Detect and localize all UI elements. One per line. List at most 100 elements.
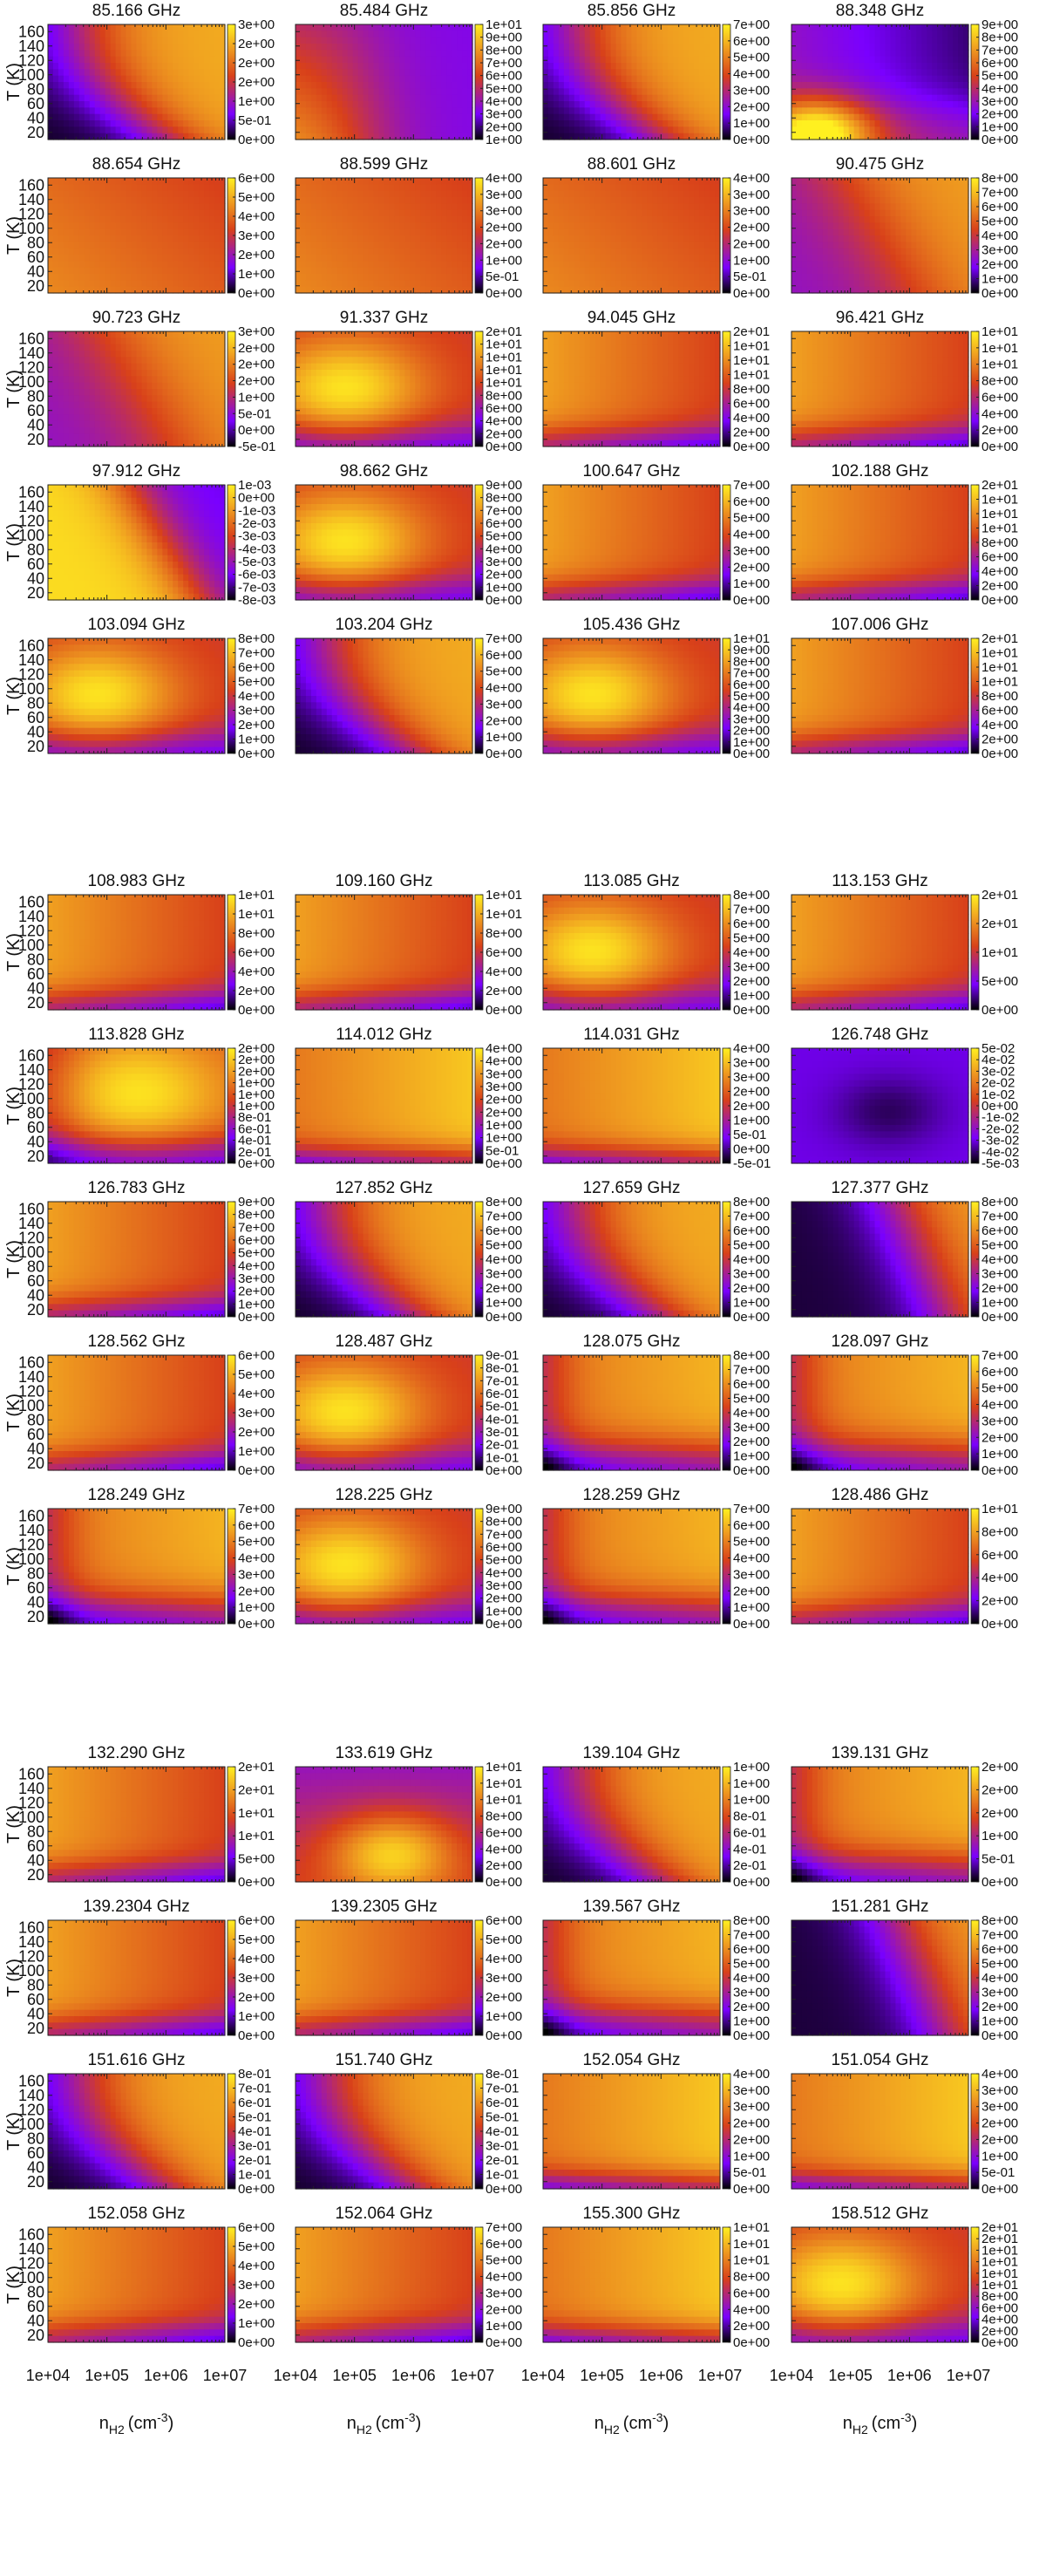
heatmap-cell [74, 69, 80, 76]
heatmap-cell [199, 50, 205, 57]
heatmap-cell [374, 107, 380, 114]
heatmap-cell [358, 76, 364, 83]
heatmap-cell [316, 133, 323, 140]
heatmap-cell [306, 76, 312, 83]
heatmap-cell [90, 114, 96, 121]
heatmap-cell [162, 126, 168, 133]
heatmap-cell [389, 37, 395, 44]
heatmap-cell [121, 126, 127, 133]
heatmap-cell [58, 69, 65, 76]
heatmap-cell [74, 101, 80, 108]
heatmap-cell [204, 95, 210, 102]
heatmap-cell [116, 31, 122, 37]
heatmap-cell [194, 126, 200, 133]
heatmap-cell [209, 107, 215, 114]
heatmap-cell [306, 24, 312, 31]
heatmap-cell [363, 37, 370, 44]
heatmap-cell [90, 63, 96, 70]
heatmap-cell [301, 44, 307, 51]
heatmap-cell [204, 120, 210, 127]
heatmap-cell [194, 69, 200, 76]
heatmap-cell [301, 101, 307, 108]
heatmap-cell [121, 82, 127, 89]
heatmap-cell [204, 82, 210, 89]
heatmap-cell [116, 24, 122, 31]
heatmap-cell [363, 31, 370, 37]
heatmap-cell [167, 107, 173, 114]
heatmap-cell [358, 101, 364, 108]
heatmap-cell [178, 37, 184, 44]
heatmap-cell [69, 133, 75, 140]
heatmap-cell [374, 76, 380, 83]
heatmap-cell [157, 69, 163, 76]
heatmap-cell [214, 37, 221, 44]
heatmap-cell [363, 120, 370, 127]
heatmap-cell [337, 37, 343, 44]
heatmap-cell [74, 31, 80, 37]
heatmap-cell [167, 95, 173, 102]
heatmap-cell [173, 37, 179, 44]
heatmap-cell [53, 126, 59, 133]
heatmap-cell [111, 82, 117, 89]
heatmap-cell [111, 63, 117, 70]
heatmap-cell [95, 114, 101, 121]
heatmap-cell [178, 50, 184, 57]
heatmap-cell [100, 120, 106, 127]
heatmap-cell [64, 44, 70, 51]
colorbar-label: 0e+00 [238, 133, 275, 147]
heatmap-cell [146, 63, 153, 70]
heatmap-cell [58, 107, 65, 114]
heatmap-cell [353, 133, 359, 140]
heatmap-cell [152, 114, 158, 121]
heatmap-cell [295, 24, 302, 31]
heatmap-cell [146, 82, 153, 89]
heatmap-cell [116, 101, 122, 108]
heatmap-cell [337, 107, 343, 114]
heatmap-cell [48, 101, 54, 108]
heatmap-cell [194, 50, 200, 57]
heatmap-cell [194, 37, 200, 44]
heatmap-cell [214, 31, 221, 37]
heatmap-cell [157, 107, 163, 114]
heatmap-cell [348, 69, 354, 76]
heatmap-cell [111, 133, 117, 140]
heatmap-cell [332, 44, 338, 51]
heatmap-cell [363, 63, 370, 70]
heatmap-cell [374, 50, 380, 57]
heatmap-cell [173, 126, 179, 133]
heatmap-cell [53, 63, 59, 70]
heatmap-cell [374, 31, 380, 37]
heatmap-cell [363, 44, 370, 51]
heatmap-cell [85, 31, 91, 37]
heatmap-cell [301, 63, 307, 70]
y-axis-label: T (K) [4, 63, 24, 101]
heatmap-cell [332, 57, 338, 64]
heatmap-cell [152, 95, 158, 102]
heatmap-cell [343, 50, 349, 57]
heatmap-cell [146, 50, 153, 57]
heatmap-cell [79, 31, 85, 37]
heatmap-cell [188, 57, 194, 64]
heatmap-cell [162, 107, 168, 114]
heatmap-cell [343, 126, 349, 133]
heatmap-cell [316, 76, 323, 83]
heatmap-cell [209, 69, 215, 76]
heatmap-cell [188, 133, 194, 140]
heatmap-cell [327, 37, 333, 44]
heatmap-cell [337, 101, 343, 108]
heatmap-cell [121, 114, 127, 121]
heatmap-cell [90, 50, 96, 57]
heatmap-cell [327, 50, 333, 57]
heatmap-cell [152, 63, 158, 70]
heatmap-cell [178, 114, 184, 121]
heatmap-cell [152, 76, 158, 83]
heatmap-cell [48, 120, 54, 127]
heatmap-cell [194, 31, 200, 37]
heatmap-cell [343, 57, 349, 64]
heatmap-cell [337, 69, 343, 76]
heatmap-cell [167, 31, 173, 37]
heatmap-cell [53, 133, 59, 140]
heatmap-cell [348, 107, 354, 114]
heatmap-cell [363, 126, 370, 133]
heatmap-cell [384, 101, 391, 108]
